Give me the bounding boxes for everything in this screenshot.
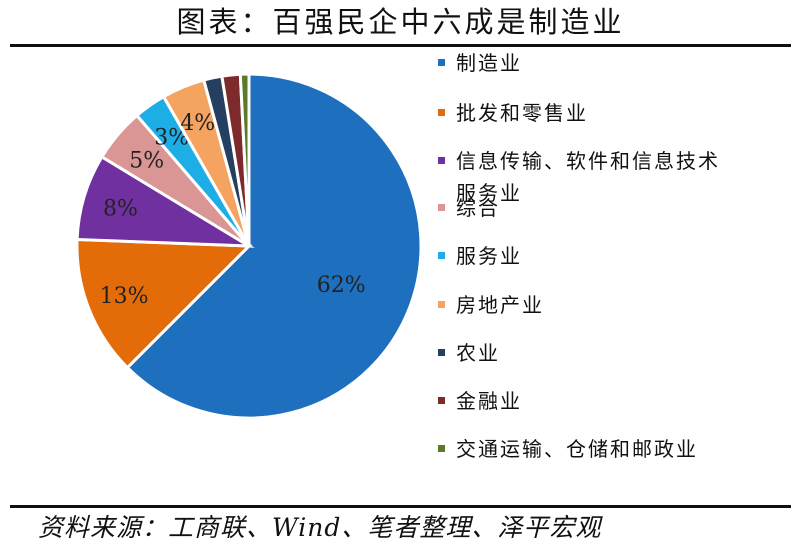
legend-swatch xyxy=(438,109,445,116)
legend-swatch xyxy=(438,445,445,452)
legend-label: 交通运输、仓储和邮政业 xyxy=(456,437,698,461)
bottom-divider xyxy=(10,505,791,508)
legend-swatch xyxy=(438,397,445,404)
legend-swatch xyxy=(438,157,445,164)
legend-swatch xyxy=(438,301,445,308)
data-label-3: 5% xyxy=(129,148,164,173)
pie-slice-8 xyxy=(238,72,251,247)
data-label-1: 13% xyxy=(100,284,149,309)
legend-swatch xyxy=(438,59,445,66)
top-divider xyxy=(10,44,791,47)
legend-label: 制造业 xyxy=(456,51,522,75)
legend-label: 综合 xyxy=(456,196,500,220)
data-label-5: 4% xyxy=(180,111,215,136)
chart-title: 图表：百强民企中六成是制造业 xyxy=(176,5,625,39)
pie-slice-0 xyxy=(125,72,423,420)
legend-label: 批发和零售业 xyxy=(456,101,588,125)
legend-swatch xyxy=(438,252,445,259)
legend-label: 信息传输、软件和信息技术 服务业 xyxy=(456,149,720,205)
legend-swatch xyxy=(438,204,445,211)
legend-label: 金融业 xyxy=(456,389,522,413)
source-note: 资料来源：工商联、Wind、笔者整理、泽平宏观 xyxy=(38,513,602,542)
data-label-0: 62% xyxy=(317,273,366,298)
legend-label: 农业 xyxy=(456,341,500,365)
data-label-2: 8% xyxy=(103,197,138,222)
legend-label: 服务业 xyxy=(456,244,522,268)
pie-slice-1 xyxy=(75,237,253,370)
legend-label: 房地产业 xyxy=(456,293,544,317)
legend-swatch xyxy=(438,349,445,356)
